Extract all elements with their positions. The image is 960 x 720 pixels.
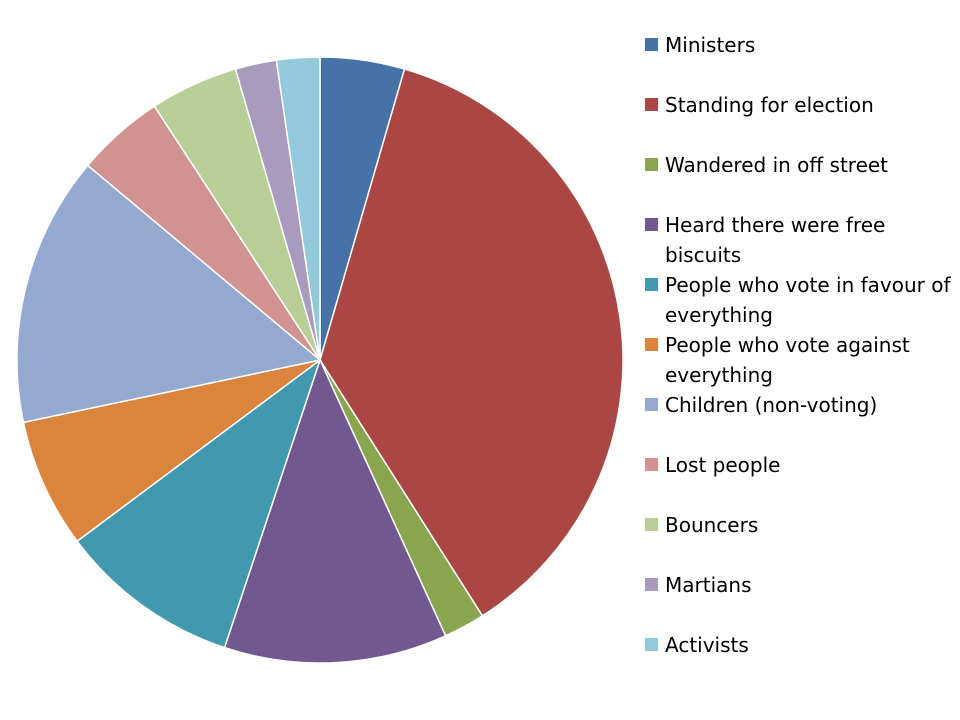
legend-swatch: [645, 638, 658, 651]
legend-label: People who vote against everything: [665, 333, 910, 387]
legend-item-free-biscuits: Heard there were free biscuits: [645, 210, 955, 270]
legend-swatch: [645, 518, 658, 531]
legend-label: Martians: [665, 573, 752, 597]
pie-slice-activists: [275, 56, 321, 361]
pie-slice-people-who-vote-in-favour-of-everything: [76, 357, 322, 649]
legend-label: Ministers: [665, 33, 756, 57]
legend-swatch: [645, 458, 658, 471]
pie-slice-people-who-vote-against-everything: [22, 359, 321, 543]
legend-swatch: [645, 38, 658, 51]
legend-item-children: Children (non-voting): [645, 390, 955, 420]
legend-swatch: [645, 278, 658, 291]
pie-slice-children-non-voting: [16, 164, 322, 424]
legend-item-activists: Activists: [645, 630, 955, 660]
legend-item-standing-for-election: Standing for election: [645, 90, 955, 120]
legend-label: Children (non-voting): [665, 393, 878, 417]
legend-item-bouncers: Bouncers: [645, 510, 955, 540]
pie-plot-area: [16, 56, 624, 664]
legend-label: Activists: [665, 633, 749, 657]
legend-swatch: [645, 338, 658, 351]
legend-item-vote-against: People who vote against everything: [645, 330, 955, 390]
pie-slices: [16, 56, 624, 664]
legend-swatch: [645, 98, 658, 111]
legend-item-wandered-in-off-street: Wandered in off street: [645, 150, 955, 180]
legend-label: Lost people: [665, 453, 781, 477]
pie-slice-heard-there-were-free-biscuits: [223, 357, 447, 664]
legend-item-martians: Martians: [645, 570, 955, 600]
legend-swatch: [645, 578, 658, 591]
legend-label: Heard there were free biscuits: [665, 213, 886, 267]
legend-label: People who vote in favour of everything: [665, 273, 951, 327]
legend-item-lost-people: Lost people: [645, 450, 955, 480]
legend-swatch: [645, 218, 658, 231]
legend-item-vote-in-favour: People who vote in favour of everything: [645, 270, 955, 330]
legend-label: Wandered in off street: [665, 153, 889, 177]
legend-item-ministers: Ministers: [645, 30, 955, 60]
legend-swatch: [645, 398, 658, 411]
legend-label: Bouncers: [665, 513, 759, 537]
legend-label: Standing for election: [665, 93, 874, 117]
legend-swatch: [645, 158, 658, 171]
